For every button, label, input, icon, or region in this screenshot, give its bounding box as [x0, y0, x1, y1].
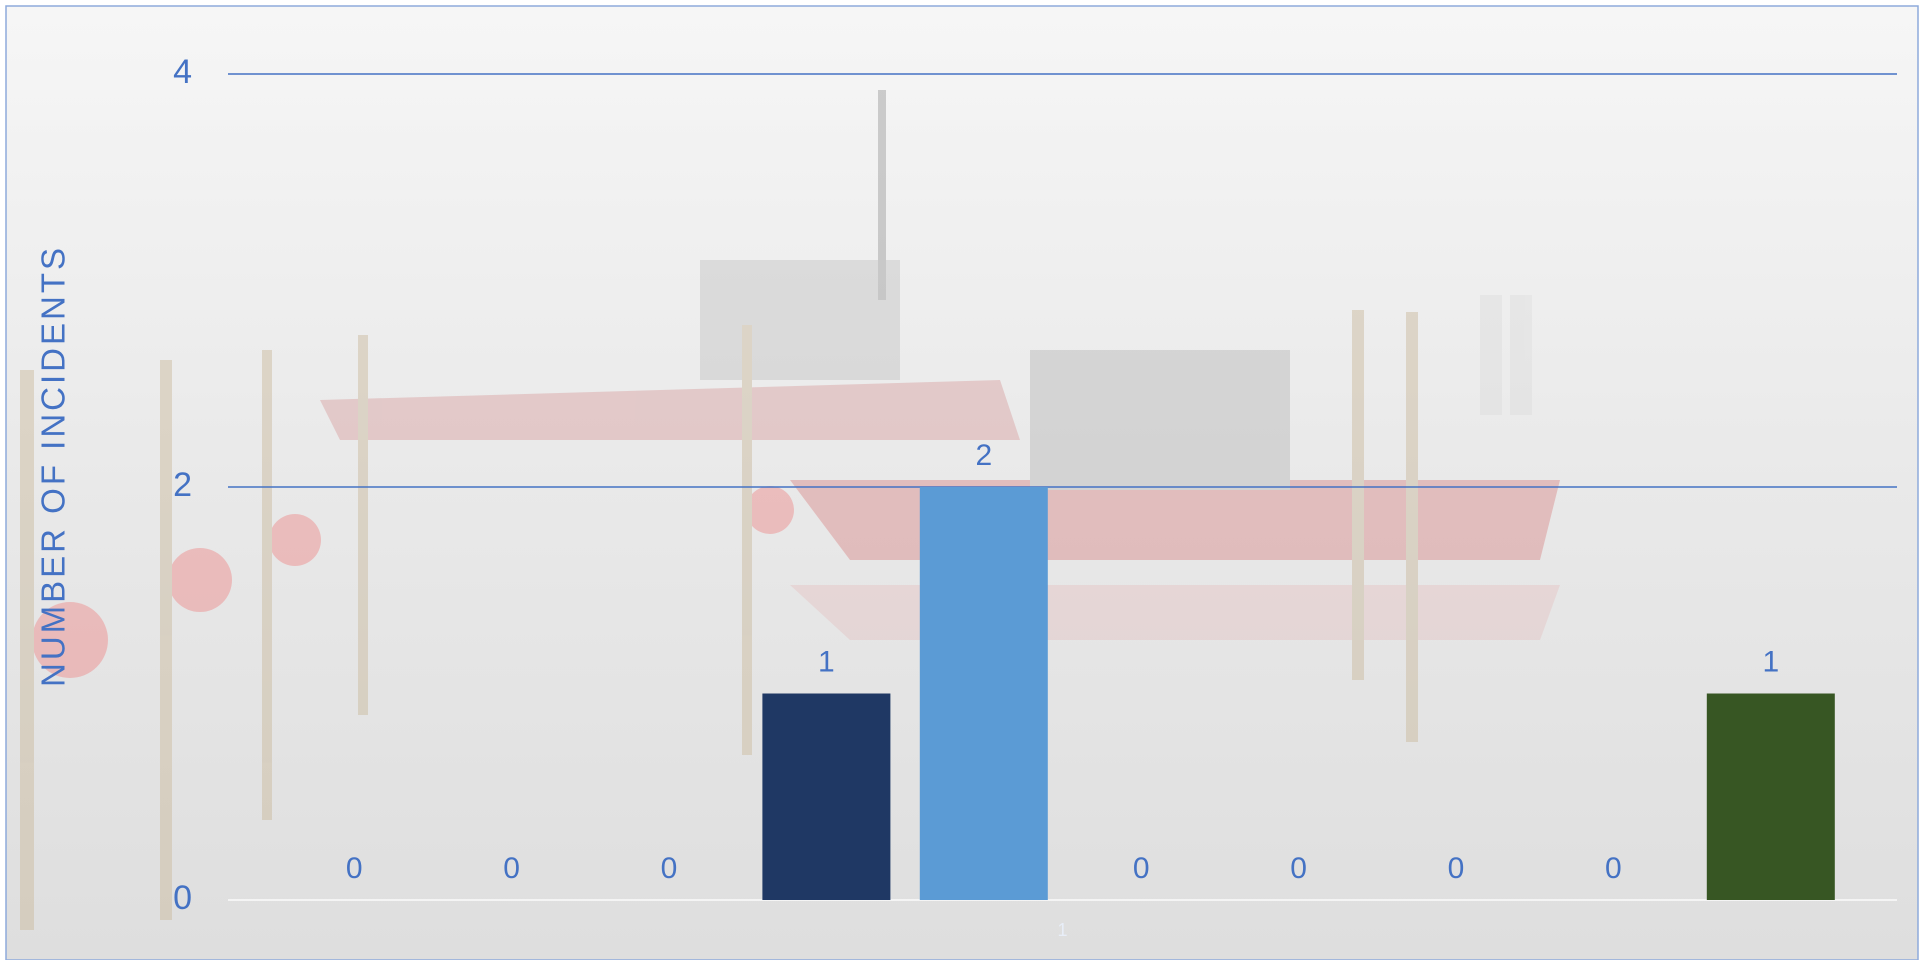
page: NUMBER OF INCIDENTS 02410001200001 (() =…: [0, 0, 1925, 960]
y-tick-label: 4: [173, 53, 192, 91]
y-axis-title: NUMBER OF INCIDENTS: [35, 245, 72, 687]
bar: [920, 487, 1048, 900]
y-tick-label: 0: [173, 879, 192, 917]
data-label: 1: [818, 645, 835, 678]
data-label: 0: [1448, 852, 1465, 885]
data-label: 0: [1290, 852, 1307, 885]
data-label: 0: [661, 852, 678, 885]
data-label: 0: [1605, 852, 1622, 885]
data-label: 0: [1133, 852, 1150, 885]
chart: NUMBER OF INCIDENTS 0 2 4 1 0 0 0 1 2 0 0 0 0 1: [0, 0, 1925, 960]
x-tick-label: 1: [1057, 920, 1067, 940]
data-label: 0: [503, 852, 520, 885]
bar: [1707, 694, 1835, 901]
data-label: 0: [346, 852, 363, 885]
y-tick-label: 2: [173, 466, 192, 504]
data-label: 2: [975, 439, 992, 472]
bar: [762, 694, 890, 901]
data-label: 1: [1762, 645, 1779, 678]
